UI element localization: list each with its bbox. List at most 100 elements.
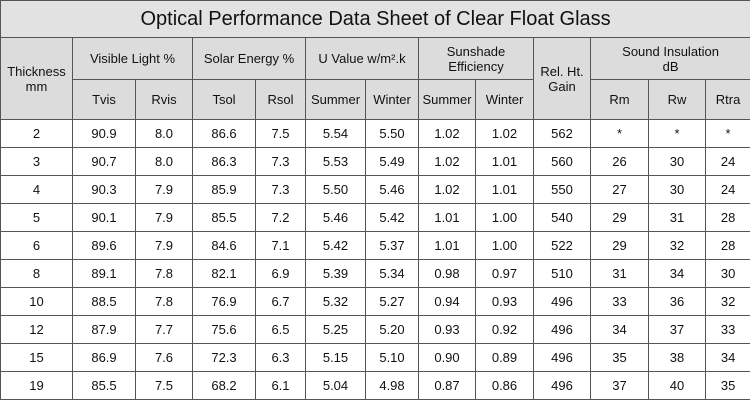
cell: 10 bbox=[0, 287, 73, 316]
cell: 88.5 bbox=[72, 287, 136, 316]
sub-header: Winter bbox=[475, 79, 534, 120]
cell: 33 bbox=[590, 287, 649, 316]
header: Thickness mm bbox=[0, 37, 73, 120]
sub-header: Rw bbox=[648, 79, 706, 120]
cell: 0.89 bbox=[475, 343, 534, 372]
cell: 4.98 bbox=[365, 371, 419, 400]
cell: * bbox=[590, 119, 649, 148]
cell: 5.42 bbox=[305, 231, 366, 260]
cell: 6.9 bbox=[255, 259, 306, 288]
cell: 7.5 bbox=[135, 371, 193, 400]
cell: 27 bbox=[590, 175, 649, 204]
row: 15 86.9 7.6 72.3 6.3 5.15 5.10 0.90 0.89 496 35 38 3… bbox=[0, 343, 750, 372]
cell: 31 bbox=[648, 203, 706, 232]
cell: 34 bbox=[704, 343, 750, 372]
cell: 86.3 bbox=[192, 147, 256, 176]
cell: 7.9 bbox=[135, 203, 193, 232]
cell: 5.54 bbox=[305, 119, 366, 148]
cell: 8 bbox=[0, 259, 73, 288]
cell: 5.15 bbox=[305, 343, 366, 372]
group-header: Sunshade Efficiency bbox=[418, 37, 534, 80]
cell: 0.90 bbox=[418, 343, 476, 372]
cell: 7.1 bbox=[255, 231, 306, 260]
cell: 37 bbox=[590, 371, 649, 400]
cell: 1.01 bbox=[418, 231, 476, 260]
cell: 38 bbox=[648, 343, 706, 372]
cell: 2 bbox=[0, 119, 73, 148]
sub-header: Rvis bbox=[135, 79, 193, 120]
sub-header: Tsol bbox=[192, 79, 256, 120]
cell: 7.3 bbox=[255, 147, 306, 176]
cell: 7.8 bbox=[135, 259, 193, 288]
cell: 82.1 bbox=[192, 259, 256, 288]
cell: 37 bbox=[648, 315, 706, 344]
cell: * bbox=[704, 119, 750, 148]
cell: 90.1 bbox=[72, 203, 136, 232]
sub-header: Winter bbox=[365, 79, 419, 120]
cell: 1.02 bbox=[475, 119, 534, 148]
cell: 32 bbox=[648, 231, 706, 260]
cell: 5.46 bbox=[365, 175, 419, 204]
cell: 1.01 bbox=[418, 203, 476, 232]
cell: 5.50 bbox=[305, 175, 366, 204]
cell: 12 bbox=[0, 315, 73, 344]
cell: 496 bbox=[533, 371, 591, 400]
cell: 5.50 bbox=[365, 119, 419, 148]
cell: 5.34 bbox=[365, 259, 419, 288]
cell: 0.93 bbox=[475, 287, 534, 316]
row: 5 90.1 7.9 85.5 7.2 5.46 5.42 1.01 1.00 540 29 31 28 bbox=[0, 203, 750, 232]
cell: 7.9 bbox=[135, 175, 193, 204]
cell: 8.0 bbox=[135, 119, 193, 148]
cell: 5.46 bbox=[305, 203, 366, 232]
cell: 6 bbox=[0, 231, 73, 260]
sub-header: Summer bbox=[305, 79, 366, 120]
cell: 85.5 bbox=[72, 371, 136, 400]
cell: 5.42 bbox=[365, 203, 419, 232]
cell: 86.6 bbox=[192, 119, 256, 148]
cell: 35 bbox=[704, 371, 750, 400]
sub-header: Rsol bbox=[255, 79, 306, 120]
cell: 7.9 bbox=[135, 231, 193, 260]
cell: 0.92 bbox=[475, 315, 534, 344]
cell: 5.37 bbox=[365, 231, 419, 260]
cell: 86.9 bbox=[72, 343, 136, 372]
cell: 6.5 bbox=[255, 315, 306, 344]
cell: 30 bbox=[648, 147, 706, 176]
group-header: Visible Light % bbox=[72, 37, 193, 80]
cell: 5.04 bbox=[305, 371, 366, 400]
group-header: Solar Energy % bbox=[192, 37, 306, 80]
cell: 5.49 bbox=[365, 147, 419, 176]
row: 3 90.7 8.0 86.3 7.3 5.53 5.49 1.02 1.01 560 26 30 24 bbox=[0, 147, 750, 176]
group-header: U Value w/m².k bbox=[305, 37, 419, 80]
cell: 496 bbox=[533, 343, 591, 372]
cell: 34 bbox=[648, 259, 706, 288]
sub-header: Rtra bbox=[704, 79, 750, 120]
cell: 90.7 bbox=[72, 147, 136, 176]
cell: 5.32 bbox=[305, 287, 366, 316]
cell: 5 bbox=[0, 203, 73, 232]
cell: 24 bbox=[704, 175, 750, 204]
cell: 30 bbox=[648, 175, 706, 204]
cell: 522 bbox=[533, 231, 591, 260]
cell: 0.94 bbox=[418, 287, 476, 316]
cell: 1.01 bbox=[475, 147, 534, 176]
cell: 29 bbox=[590, 231, 649, 260]
cell: 3 bbox=[0, 147, 73, 176]
cell: 40 bbox=[648, 371, 706, 400]
row: 12 87.9 7.7 75.6 6.5 5.25 5.20 0.93 0.92 496 34 37 3… bbox=[0, 315, 750, 344]
cell: 5.25 bbox=[305, 315, 366, 344]
sub-header: Rm bbox=[590, 79, 649, 120]
cell: 89.1 bbox=[72, 259, 136, 288]
cell: 5.39 bbox=[305, 259, 366, 288]
group-header: Sound Insulation dB bbox=[589, 37, 750, 80]
header: Rel. Ht. Gain bbox=[533, 37, 591, 120]
cell: 0.87 bbox=[418, 371, 476, 400]
cell: 5.53 bbox=[305, 147, 366, 176]
row: 2 90.9 8.0 86.6 7.5 5.54 5.50 1.02 1.02 562 * * * bbox=[0, 119, 750, 148]
cell: 496 bbox=[533, 287, 591, 316]
cell: 1.02 bbox=[418, 147, 476, 176]
cell: 19 bbox=[0, 371, 73, 400]
cell: 90.3 bbox=[72, 175, 136, 204]
cell: 510 bbox=[533, 259, 591, 288]
